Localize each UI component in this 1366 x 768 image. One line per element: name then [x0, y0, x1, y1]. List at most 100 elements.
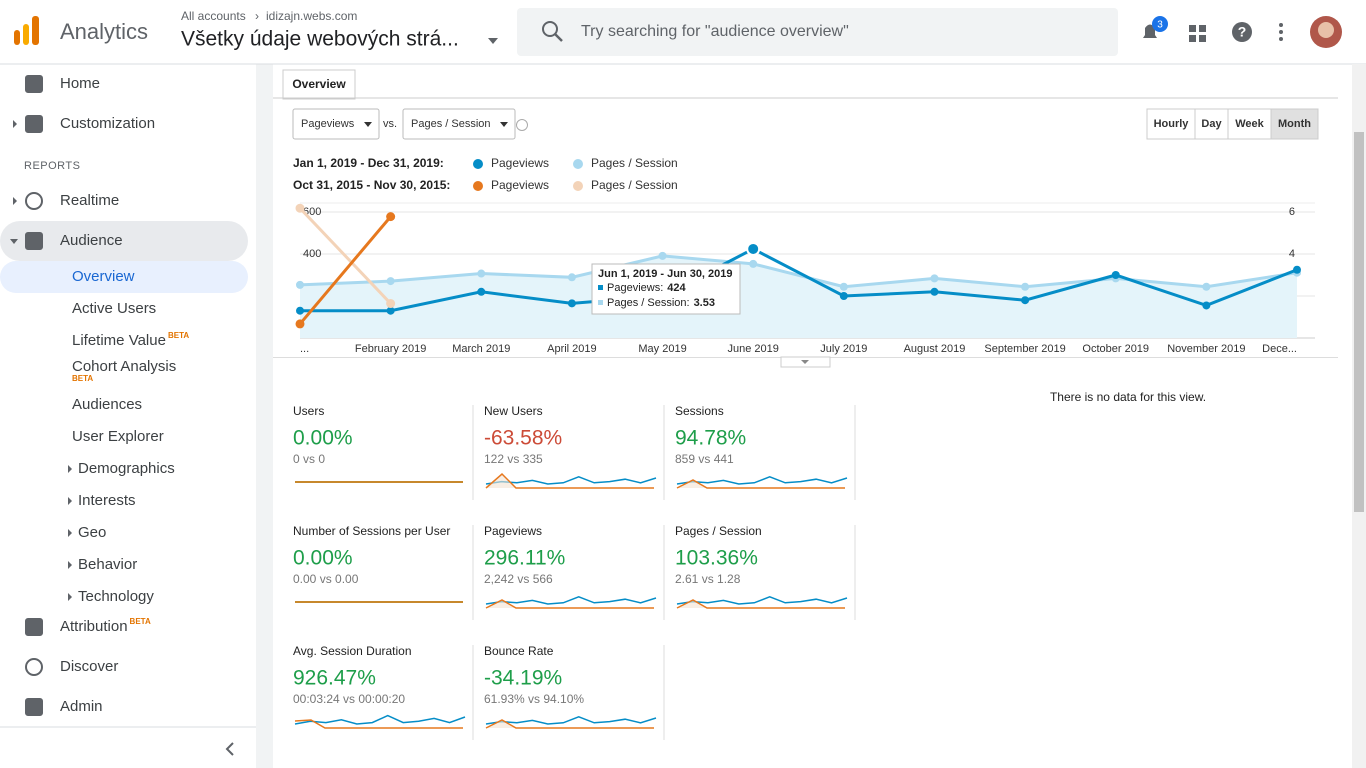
data-point[interactable]	[839, 292, 848, 300]
x-tick-label: August 2019	[904, 343, 966, 355]
nav-item[interactable]: Realtime	[60, 192, 119, 209]
metric-compare: 2,242 vs 566	[484, 572, 553, 586]
nav-item[interactable]: Admin	[60, 698, 103, 715]
gutter	[256, 64, 273, 768]
nav-selected	[0, 261, 248, 293]
data-point[interactable]	[296, 280, 304, 289]
sparkline-previous	[676, 479, 845, 489]
scrollbar-thumb[interactable]	[1354, 132, 1364, 512]
legend-label: Pageviews	[491, 178, 549, 192]
data-point[interactable]	[567, 273, 576, 282]
data-point[interactable]	[1021, 282, 1030, 291]
granularity-label: Week	[1235, 118, 1264, 130]
nav-icon	[25, 115, 43, 133]
data-point[interactable]	[930, 274, 939, 283]
metric-name: Pageviews	[484, 524, 542, 538]
nav-item[interactable]: Behavior	[78, 556, 137, 573]
data-point[interactable]	[839, 282, 848, 291]
sparkline-current	[676, 595, 848, 605]
nav-item[interactable]: Discover	[60, 658, 118, 675]
hover-point	[746, 241, 761, 256]
logo-bar	[23, 24, 29, 45]
apps-icon[interactable]	[1189, 25, 1206, 42]
beta-badge: BETA	[72, 374, 93, 383]
collapse-button[interactable]	[225, 742, 234, 756]
granularity-button[interactable]	[1227, 108, 1272, 140]
nav-item[interactable]: Audiences	[72, 396, 142, 413]
tab[interactable]	[282, 69, 356, 100]
data-point[interactable]	[1293, 265, 1301, 274]
breadcrumb-site: idizajn.webs.com	[266, 9, 357, 23]
data-point[interactable]	[930, 287, 939, 296]
dropdown-arrow	[488, 38, 498, 44]
data-point[interactable]	[1202, 282, 1211, 291]
x-tick-label: June 2019	[727, 343, 778, 355]
nav-item[interactable]: Technology	[78, 588, 154, 605]
nav-item[interactable]: Customization	[60, 115, 155, 132]
data-point[interactable]	[295, 319, 305, 329]
tooltip-label: Pageviews:	[607, 282, 663, 294]
metric-name: Bounce Rate	[484, 644, 554, 658]
data-point[interactable]	[658, 251, 667, 260]
more-icon[interactable]	[1279, 23, 1283, 41]
sparkline-current	[485, 595, 657, 605]
granularity-button[interactable]	[1146, 108, 1196, 140]
data-point[interactable]	[386, 277, 395, 286]
dropdown-arrow	[364, 122, 372, 127]
y-tick-label: 400	[303, 248, 321, 260]
data-point[interactable]	[295, 203, 305, 213]
metric-dropdown[interactable]	[402, 108, 516, 140]
data-point[interactable]	[567, 299, 576, 308]
metric-dropdown[interactable]	[292, 108, 380, 140]
x-tick-label: March 2019	[452, 343, 510, 355]
data-point[interactable]	[477, 287, 486, 296]
legend-swatch	[573, 181, 583, 191]
data-point[interactable]	[1202, 301, 1211, 310]
data-point[interactable]	[1111, 271, 1120, 279]
nav-item[interactable]: Lifetime Value	[72, 332, 166, 349]
help-icon[interactable]	[1232, 22, 1252, 42]
nav-item[interactable]: Home	[60, 75, 100, 92]
x-tick-label: May 2019	[638, 343, 686, 355]
apps-square	[1199, 25, 1206, 32]
data-point[interactable]	[386, 299, 396, 309]
x-tick-label: November 2019	[1167, 343, 1245, 355]
sparkline-previous	[485, 719, 654, 729]
empty-message: There is no data for this view.	[1050, 390, 1206, 404]
remove-comparison[interactable]	[516, 119, 528, 131]
data-point[interactable]	[386, 212, 396, 222]
data-point[interactable]	[386, 306, 395, 315]
granularity-button[interactable]	[1270, 108, 1319, 140]
notification-count: 3	[1157, 20, 1163, 31]
search-box[interactable]	[517, 8, 1118, 56]
nav-item[interactable]: Overview	[72, 268, 135, 285]
notification-badge	[1152, 16, 1168, 32]
nav-item[interactable]: Cohort Analysis	[72, 358, 176, 375]
metric-compare: 859 vs 441	[675, 452, 734, 466]
nav-item[interactable]: Interests	[78, 492, 136, 509]
avatar-face	[1318, 22, 1334, 38]
nav-item[interactable]: Attribution	[60, 618, 128, 635]
series-line	[298, 207, 392, 305]
metric-name: Number of Sessions per User	[293, 524, 450, 538]
sparkline-current	[485, 715, 657, 725]
nav-icon	[25, 698, 43, 716]
data-point[interactable]	[477, 269, 486, 278]
nav-item[interactable]: User Explorer	[72, 428, 164, 445]
expand-arrow	[13, 197, 17, 205]
breadcrumb[interactable]: All accounts	[181, 9, 246, 23]
nav-item[interactable]: Audience	[60, 232, 123, 249]
nav-item[interactable]: Demographics	[78, 460, 175, 477]
logo-bar	[32, 16, 39, 45]
data-point[interactable]	[1021, 296, 1030, 305]
property-selector[interactable]: Všetky údaje webových strá...	[181, 28, 459, 51]
metric-change: 103.36%	[675, 547, 758, 570]
nav-item[interactable]: Active Users	[72, 300, 156, 317]
data-point[interactable]	[296, 306, 304, 315]
handle-arrow	[801, 360, 809, 364]
nav-item[interactable]: Geo	[78, 524, 106, 541]
apps-square	[1189, 25, 1196, 32]
legend-label: Pageviews	[491, 156, 549, 170]
data-point[interactable]	[749, 259, 758, 268]
metric-name: Pages / Session	[675, 524, 762, 538]
